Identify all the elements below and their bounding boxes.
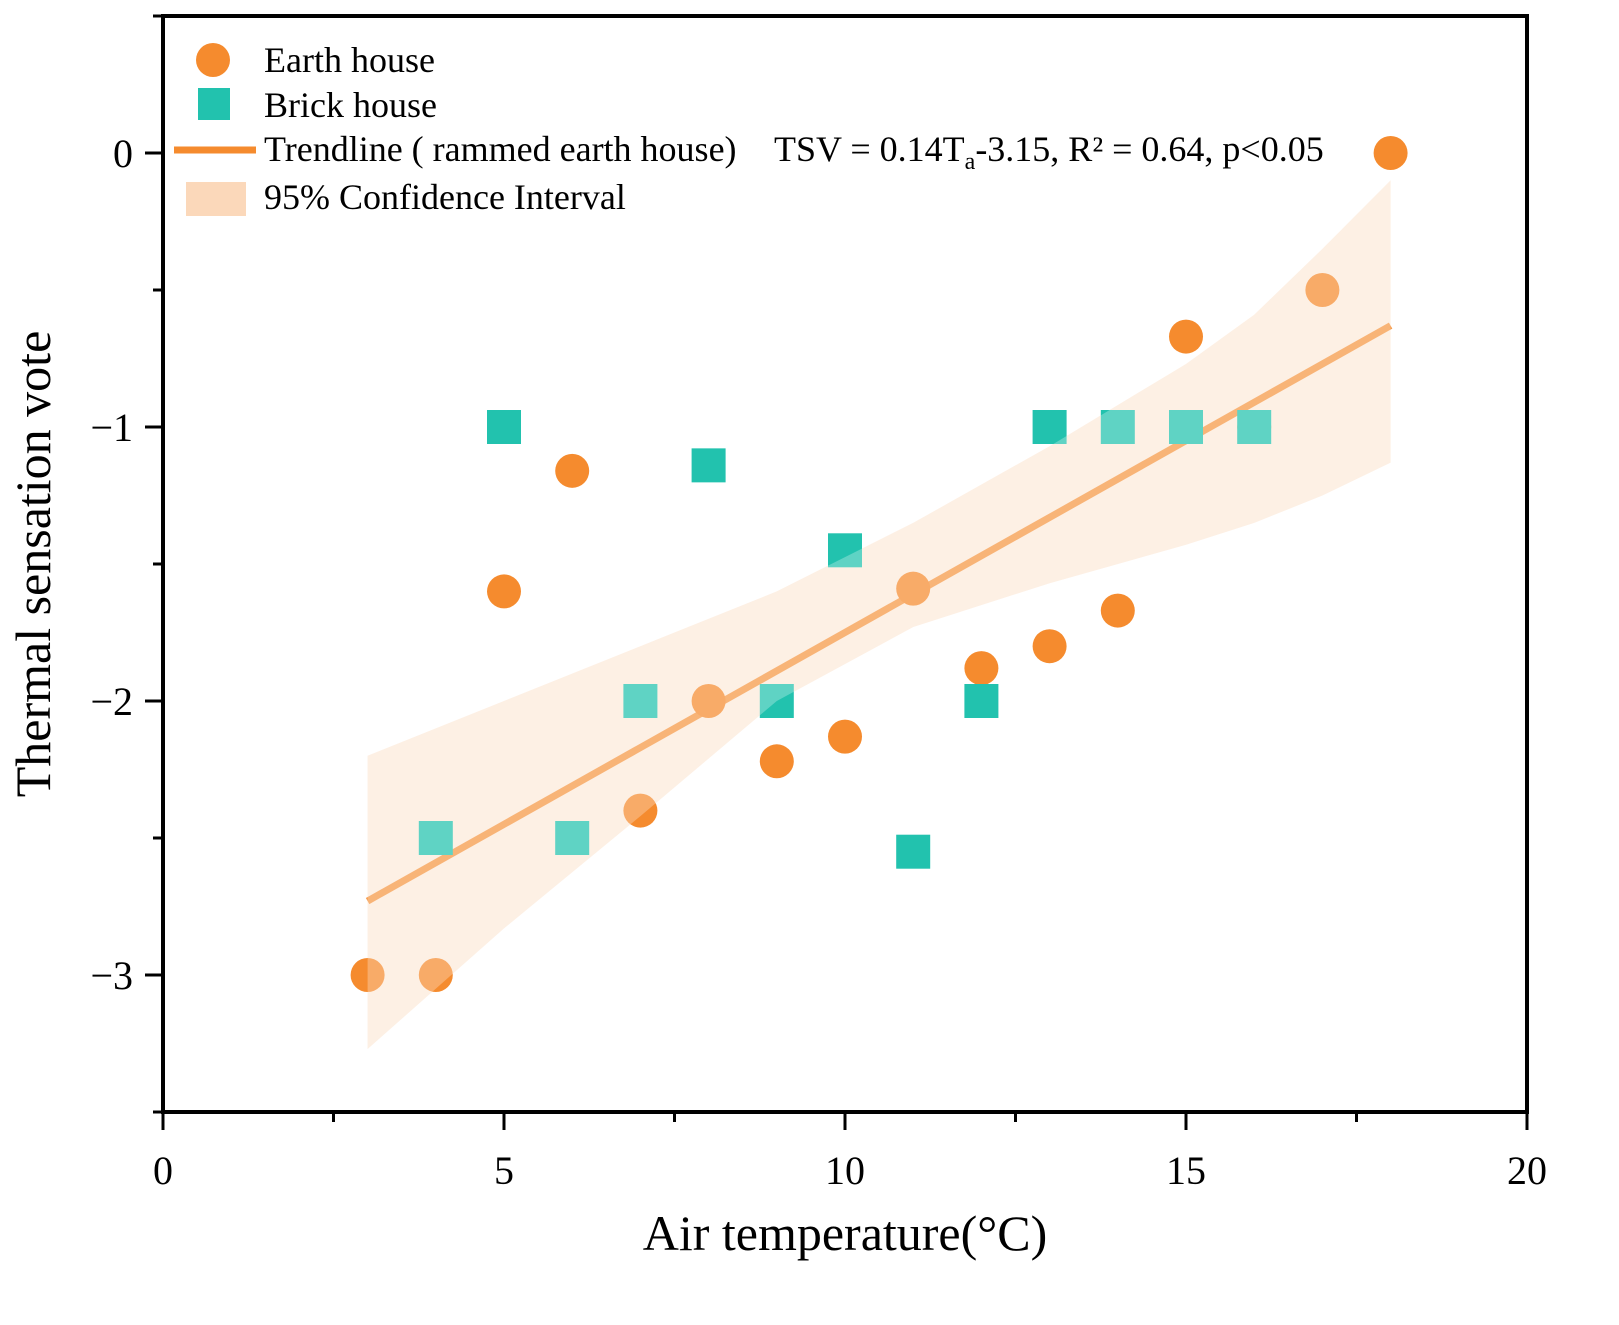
x-tick-label: 10: [825, 1148, 865, 1193]
trendline: [365, 322, 1393, 905]
earth-house-point: [555, 453, 590, 488]
data-points-layer: [350, 136, 1408, 1049]
legend-earth-house-label: Earth house: [264, 40, 435, 80]
legend: Earth house Brick house Trendline ( ramm…: [174, 40, 1324, 217]
legend-brick-house-marker: [198, 88, 230, 120]
x-axis-title: Air temperature(°C): [643, 1205, 1048, 1261]
y-axis-title: Thermal sensation vote: [5, 331, 61, 798]
earth-house-point: [623, 793, 658, 828]
legend-confidence-interval-label: 95% Confidence Interval: [264, 177, 626, 217]
earth-house-point: [1032, 629, 1067, 664]
brick-house-point: [828, 533, 862, 568]
trendline-equation: TSV = 0.14Ta-3.15, R² = 0.64, p<0.05: [774, 129, 1324, 175]
earth-house-point: [1169, 319, 1203, 354]
earth-house-point: [1100, 593, 1135, 628]
brick-house-point: [896, 834, 931, 869]
brick-house-point: [691, 448, 726, 483]
legend-confidence-interval-marker: [186, 182, 246, 216]
earth-house-point: [964, 651, 999, 686]
earth-house-point: [759, 744, 794, 779]
equation-suffix: -3.15, R² = 0.64, p<0.05: [975, 129, 1323, 169]
earth-house-point: [896, 571, 931, 606]
brick-house-point: [1100, 410, 1135, 444]
y-tick-label: 0: [113, 131, 133, 176]
equation-prefix: TSV = 0.14T: [774, 129, 965, 169]
brick-house-point: [623, 684, 658, 718]
brick-house-point: [1237, 410, 1272, 444]
brick-house-point: [418, 821, 453, 855]
earth-house-point: [418, 958, 453, 992]
y-tick-label: −3: [90, 953, 133, 998]
confidence-interval-overlay: [367, 180, 1391, 1049]
earth-house-point: [1305, 273, 1340, 307]
axes-layer: 0 5 10 15 20 0 −1 −2 −3: [90, 14, 1547, 1193]
trendline-layer: [365, 322, 1393, 905]
x-tick-label: 5: [494, 1148, 514, 1193]
legend-brick-house-label: Brick house: [264, 85, 437, 125]
earth-house-point: [350, 958, 385, 992]
x-tick-label: 20: [1507, 1148, 1547, 1193]
brick-house-point: [759, 684, 794, 718]
earth-house-point: [487, 574, 521, 609]
legend-earth-house-marker: [196, 43, 230, 77]
brick-house-point: [555, 821, 590, 855]
y-tick-label: −2: [90, 679, 133, 724]
x-tick-label: 15: [1166, 1148, 1206, 1193]
earth-house-point: [1373, 136, 1408, 170]
brick-house-point: [964, 684, 999, 718]
earth-house-point: [828, 719, 862, 754]
brick-house-point: [1169, 410, 1203, 444]
earth-house-point: [691, 684, 726, 718]
y-tick-label: −1: [90, 405, 133, 450]
legend-trendline-label: Trendline ( rammed earth house): [264, 129, 737, 169]
brick-house-point: [487, 410, 521, 444]
equation-subscript: a: [965, 149, 976, 175]
x-tick-label: 0: [153, 1148, 173, 1193]
brick-house-point: [1032, 410, 1067, 444]
